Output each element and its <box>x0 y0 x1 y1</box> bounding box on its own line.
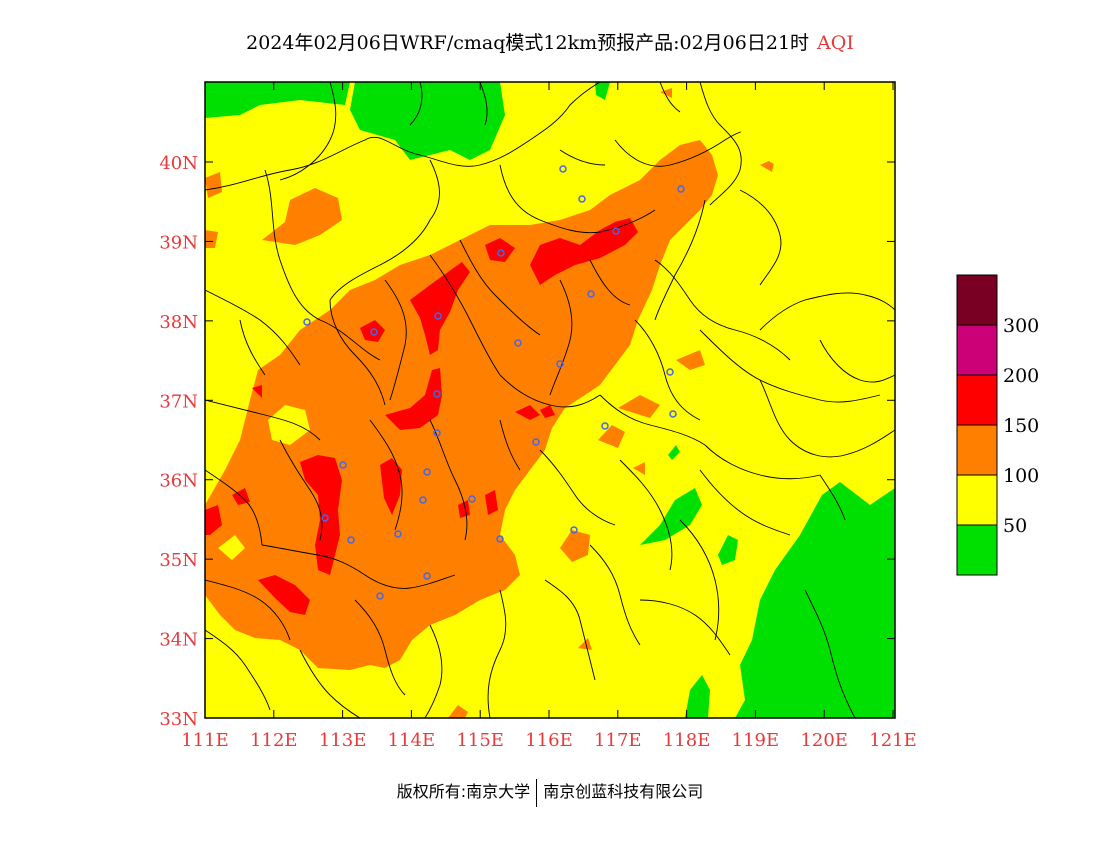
station-marker <box>339 461 347 469</box>
station-marker <box>321 514 329 522</box>
latitude-axis: 40N 39N 38N 37N 36N 35N 34N 33N <box>159 153 895 730</box>
legend-color-box <box>956 324 998 376</box>
station-marker <box>433 429 441 437</box>
station-marker <box>612 227 620 235</box>
copyright-left: 版权所有:南京大学 <box>396 782 531 801</box>
lon-tick-label: 112E <box>250 730 298 751</box>
station-marker <box>376 592 384 600</box>
aqi-field-yellow-islands <box>218 290 330 560</box>
lon-tick-label: 119E <box>732 730 780 751</box>
station-marker <box>514 339 522 347</box>
lat-tick-label: 37N <box>159 391 198 412</box>
lon-tick-label: 120E <box>800 730 848 751</box>
legend-label: 150 <box>1003 415 1039 437</box>
legend-color-box <box>956 474 998 526</box>
lon-tick-label: 117E <box>594 730 642 751</box>
lon-tick-label: 111E <box>181 730 229 751</box>
station-marker <box>419 496 427 504</box>
aqi-field-green <box>205 82 895 718</box>
legend-label: 50 <box>1003 515 1027 537</box>
map-title: 2024年02月06日WRF/cmaq模式12km预报产品:02月06日21时 A… <box>0 28 1100 55</box>
lon-tick-label: 113E <box>319 730 367 751</box>
station-marker <box>433 390 441 398</box>
longitude-axis: 111E 112E 113E 114E 115E 116E 117E 118E 119E 120E… <box>181 82 917 751</box>
station-marker <box>394 530 402 538</box>
station-marker <box>601 422 609 430</box>
station-marker <box>677 185 685 193</box>
station-marker <box>669 410 677 418</box>
aqi-map-plot <box>205 82 895 718</box>
lon-tick-label: 121E <box>869 730 917 751</box>
station-marker <box>370 328 378 336</box>
station-marker <box>587 290 595 298</box>
station-marker <box>570 526 578 534</box>
map-title-variable: AQI <box>817 32 854 54</box>
station-marker <box>468 495 476 503</box>
monitoring-stations <box>303 165 685 600</box>
lon-tick-label: 118E <box>663 730 711 751</box>
legend-color-box <box>956 274 998 326</box>
station-marker <box>423 572 431 580</box>
station-marker <box>497 249 505 257</box>
lat-tick-label: 36N <box>159 471 198 492</box>
lat-tick-label: 33N <box>159 709 198 730</box>
station-marker <box>347 536 355 544</box>
legend-color-box <box>956 524 998 576</box>
legend-color-box <box>956 424 998 476</box>
admin-boundaries <box>205 82 895 718</box>
lat-tick-label: 34N <box>159 630 198 651</box>
lat-tick-label: 38N <box>159 312 198 333</box>
station-marker <box>434 312 442 320</box>
legend-label: 300 <box>1003 315 1039 337</box>
map-title-main: 2024年02月06日WRF/cmaq模式12km预报产品:02月06日21时 <box>246 32 810 54</box>
station-marker <box>496 535 504 543</box>
copyright-right: 南京创蓝科技有限公司 <box>543 782 704 801</box>
lat-tick-label: 35N <box>159 550 198 571</box>
station-marker <box>303 318 311 326</box>
lon-tick-label: 115E <box>456 730 504 751</box>
lat-tick-label: 39N <box>159 232 198 253</box>
lat-tick-label: 40N <box>159 153 198 174</box>
station-marker <box>532 438 540 446</box>
station-marker <box>666 368 674 376</box>
lon-tick-label: 114E <box>388 730 436 751</box>
station-marker <box>423 468 431 476</box>
station-marker <box>559 165 567 173</box>
station-marker <box>556 360 564 368</box>
legend-color-box <box>956 374 998 426</box>
station-marker <box>578 195 586 203</box>
legend-label: 100 <box>1003 465 1039 487</box>
aqi-legend: 300 200 150 100 50 <box>956 274 1039 576</box>
lon-tick-label: 116E <box>525 730 573 751</box>
copyright-footer: 版权所有:南京大学 南京创蓝科技有限公司 <box>0 778 1100 807</box>
footer-separator <box>536 778 538 807</box>
legend-label: 200 <box>1003 365 1039 387</box>
